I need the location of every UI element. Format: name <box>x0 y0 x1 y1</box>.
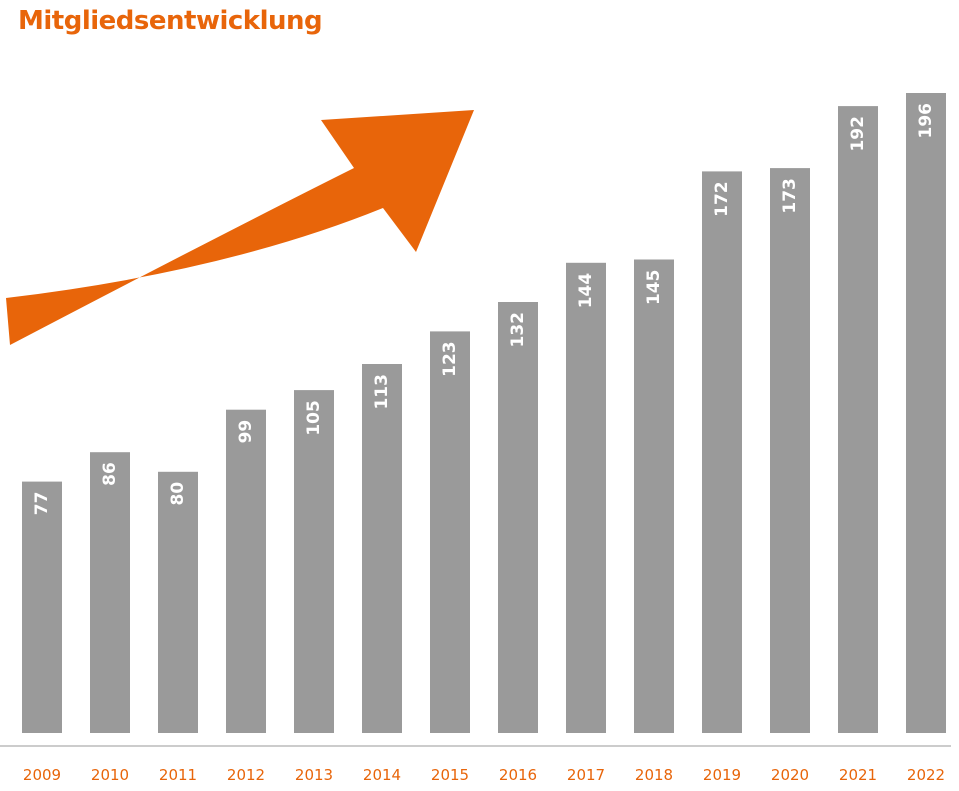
data-label-2019: 172 <box>712 181 732 217</box>
bar-2014 <box>362 364 402 733</box>
x-axis-ticks: 2009 2010 2011 2012 2013 2014 2015 2016 2017 2018… <box>23 766 945 784</box>
data-label-2014: 113 <box>372 374 392 410</box>
data-label-2011: 80 <box>168 482 188 506</box>
bar-2011 <box>158 471 198 733</box>
data-label-2018: 145 <box>644 270 664 306</box>
x-tick-2018: 2018 <box>635 766 673 784</box>
x-tick-2012: 2012 <box>227 766 265 784</box>
bar-2012 <box>226 409 266 733</box>
bar-2009 <box>22 481 62 733</box>
data-label-2013: 105 <box>304 400 324 436</box>
bars-group: 77 86 80 99 105 113 123 132 144 145 172 173 192 196 <box>22 93 946 734</box>
chart-title: Mitgliedsentwicklung <box>18 6 323 36</box>
x-tick-2020: 2020 <box>771 766 809 784</box>
upward-trend-arrow-icon <box>6 110 474 345</box>
data-label-2012: 99 <box>236 420 256 444</box>
x-tick-2019: 2019 <box>703 766 741 784</box>
data-label-2015: 123 <box>440 341 460 377</box>
bar-2017 <box>566 262 606 733</box>
x-tick-2021: 2021 <box>839 766 877 784</box>
bar-2020 <box>770 168 810 734</box>
data-label-2009: 77 <box>32 492 52 516</box>
x-tick-2017: 2017 <box>567 766 605 784</box>
bar-2015 <box>430 331 470 733</box>
data-label-2016: 132 <box>508 312 528 348</box>
bar-2013 <box>294 390 334 733</box>
x-tick-2014: 2014 <box>363 766 401 784</box>
x-tick-2009: 2009 <box>23 766 61 784</box>
x-tick-2022: 2022 <box>907 766 945 784</box>
x-tick-2011: 2011 <box>159 766 197 784</box>
x-tick-2015: 2015 <box>431 766 469 784</box>
bar-2022 <box>906 93 946 733</box>
data-label-2020: 173 <box>780 178 800 214</box>
data-label-2017: 144 <box>576 273 596 309</box>
x-tick-2010: 2010 <box>91 766 129 784</box>
data-label-2022: 196 <box>916 103 936 139</box>
bar-2016 <box>498 302 538 733</box>
bar-2019 <box>702 171 742 733</box>
bar-2018 <box>634 259 674 733</box>
bar-2021 <box>838 106 878 734</box>
x-tick-2013: 2013 <box>295 766 333 784</box>
data-label-2010: 86 <box>100 462 120 486</box>
data-label-2021: 192 <box>848 116 868 151</box>
x-tick-2016: 2016 <box>499 766 537 784</box>
bar-2010 <box>90 452 130 733</box>
